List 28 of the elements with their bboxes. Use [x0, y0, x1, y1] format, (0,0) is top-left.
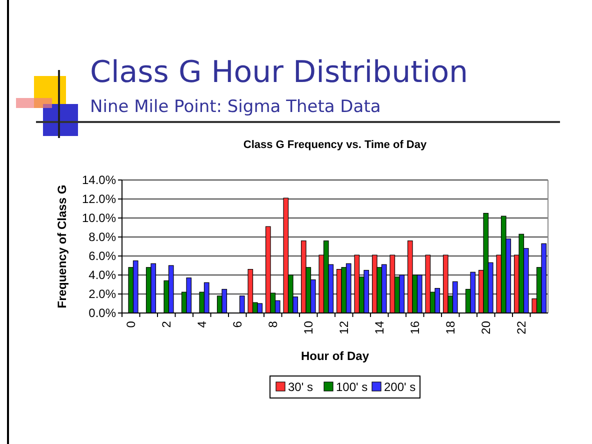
x-tick-label: 6: [230, 320, 244, 328]
y-tick-label: 8.0%: [88, 230, 116, 244]
x-tick-label: 10: [301, 320, 316, 334]
x-tick-label: 16: [408, 320, 422, 334]
x-tick-label: 18: [443, 320, 458, 334]
x-tick-label: 14: [372, 320, 386, 334]
x-tick-label: 12: [336, 320, 351, 334]
x-tick-label: 0: [124, 320, 138, 328]
legend-label: 100' s: [336, 380, 368, 394]
x-tick-label: 22: [514, 320, 528, 334]
x-tick-label: 20: [478, 320, 493, 334]
y-tick-label: 12.0%: [82, 192, 116, 206]
x-tick-label: 8: [266, 320, 280, 328]
chart-subtitle: Nine Mile Point: Sigma Theta Data: [90, 97, 381, 117]
x-tick-label: 4: [194, 320, 209, 328]
y-tick-label: 10.0%: [82, 211, 116, 225]
legend-label: 200' s: [384, 380, 416, 394]
x-tick-label: 2: [159, 320, 174, 328]
y-tick-label: 14.0%: [82, 173, 116, 187]
chart-title: Class G Frequency vs. Time of Day: [243, 139, 428, 151]
legend-label: 30' s: [288, 380, 313, 394]
x-axis-title: Hour of Day: [300, 349, 370, 363]
y-tick-label: 6.0%: [88, 249, 116, 263]
y-axis-title: Frequency of Class G: [55, 184, 69, 308]
text: Class G Hour Distribution: [90, 55, 468, 90]
y-tick-label: 0.0%: [88, 306, 116, 320]
y-tick-label: 4.0%: [88, 268, 116, 282]
y-tick-label: 2.0%: [88, 287, 116, 301]
